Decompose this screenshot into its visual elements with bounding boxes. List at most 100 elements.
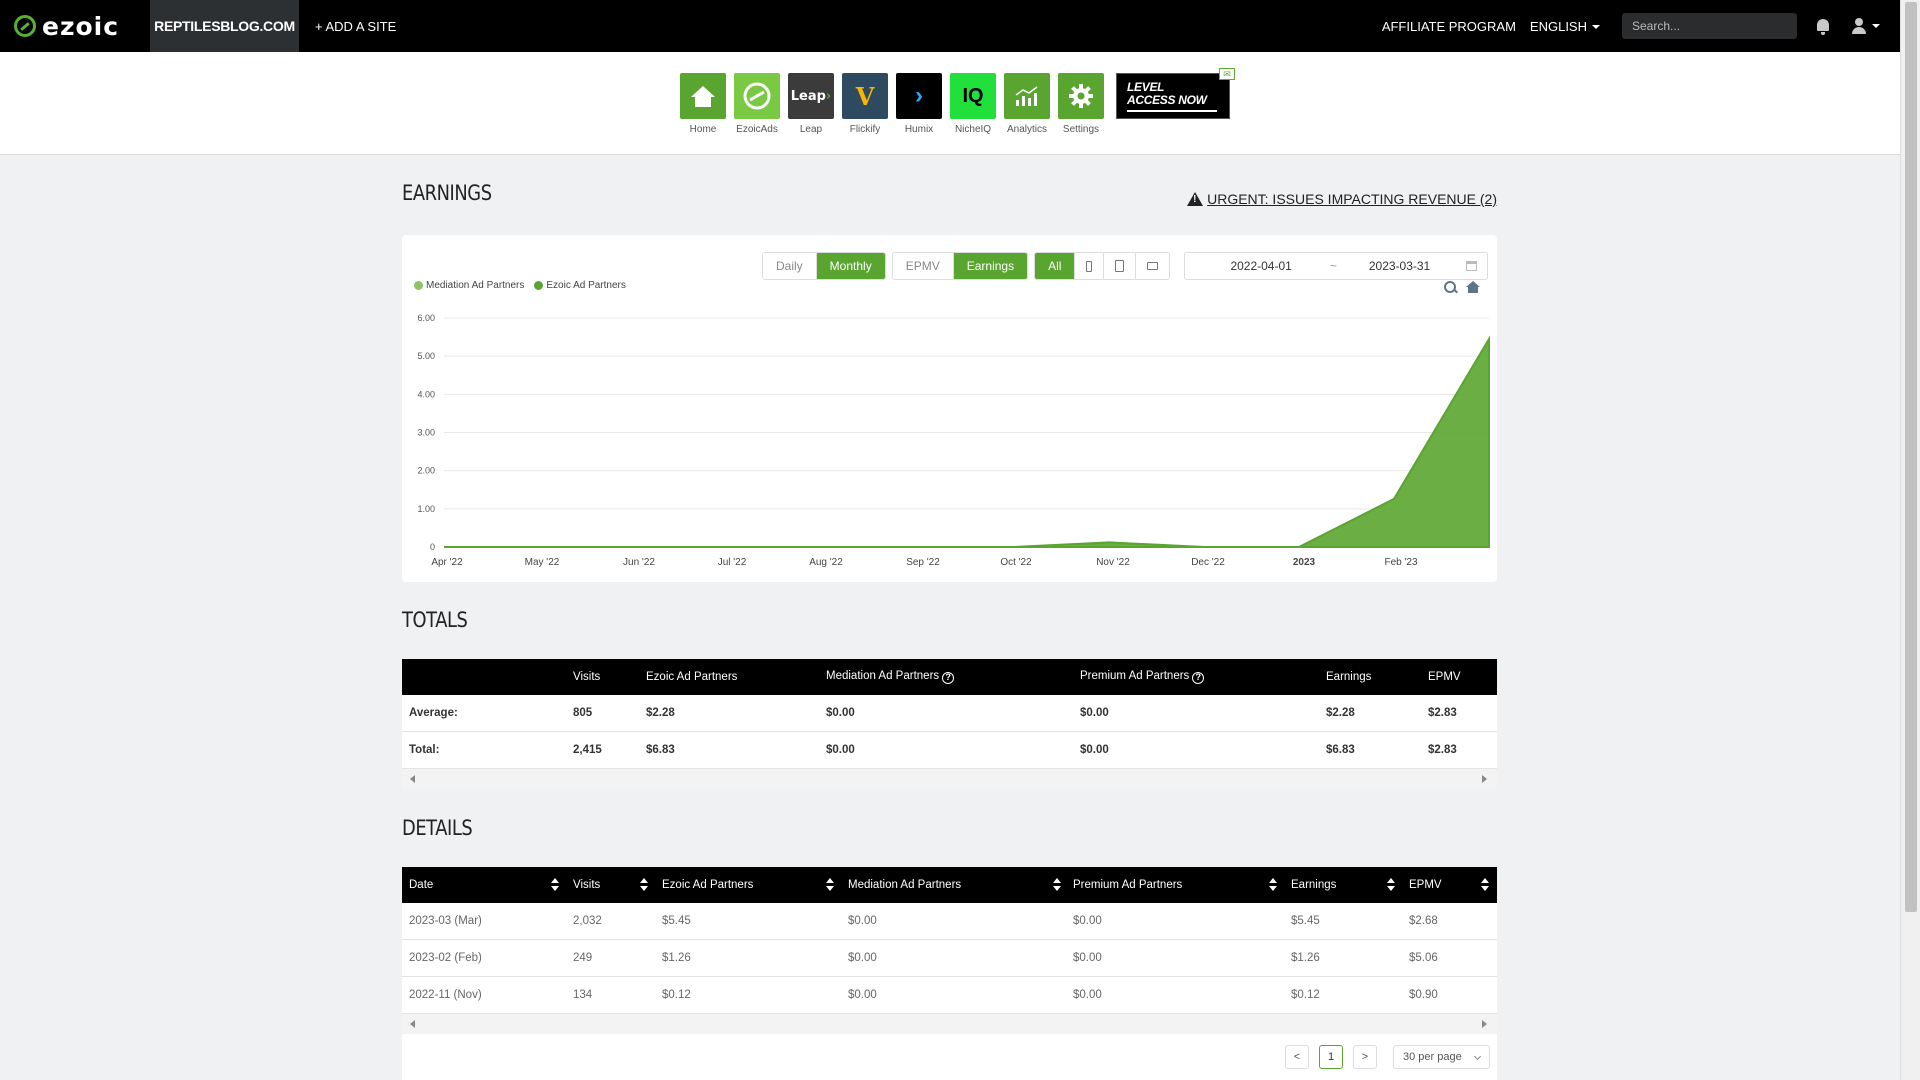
tablet-button[interactable] [1104,253,1137,279]
sort-icon[interactable] [551,877,559,893]
legend-label: Ezoic Ad Partners [546,280,626,291]
top-navbar: ezoic REPTILESBLOG.COM + ADD A SITE AFFI… [0,0,1900,52]
calendar-icon[interactable] [1466,261,1478,271]
urgent-issues-link[interactable]: URGENT: ISSUES IMPACTING REVENUE (2) [1187,191,1497,207]
column-header[interactable]: Visits [573,879,600,891]
ezoic-logo-icon [14,15,36,37]
details-table: Date Visits Ezoic Ad Partners Mediation Ad … [402,867,1497,1034]
table-row: 2023-02 (Feb) 249 $1.26 $0.00 $0.00 $1.26 $5.0… [402,940,1497,977]
column-header-label: Date [409,879,434,891]
column-header[interactable]: Date [409,879,433,891]
date-range-picker[interactable]: 2022-04-01 ~ 2023-03-31 [1184,252,1489,280]
gear-icon [1058,73,1104,119]
search-input[interactable] [1632,19,1787,33]
help-icon[interactable]: ? [942,672,955,684]
column-header-label: EPMV [1409,879,1442,891]
pagination-bar: < 1 > 30 per page [402,1034,1497,1080]
legend-item-ezoic[interactable]: Ezoic Ad Partners [534,280,626,291]
user-menu[interactable] [1851,17,1880,35]
earnings-title: EARNINGS [402,181,492,205]
sort-icon[interactable] [1269,877,1277,893]
app-tile-nicheiq[interactable]: IQ NicheIQ [946,73,1000,135]
totals-title: TOTALS [402,608,468,632]
y-tick-label: 6.00 [417,313,435,323]
mail-icon[interactable]: ✉ [1219,68,1235,80]
y-tick-label: 2.00 [417,466,435,476]
level-line2: ACCESS NOW [1127,93,1207,107]
per-page-label: 30 per page [1403,1051,1462,1063]
scroll-right-icon[interactable] [1482,775,1487,783]
zoom-icon[interactable] [1444,281,1456,293]
level-access-banner[interactable]: LEVEL ACCESS NOW ✉ [1116,68,1235,119]
column-header[interactable]: Earnings [1291,879,1336,891]
app-tile-leap[interactable]: Leap› Leap [784,73,838,135]
app-tile-label: EzoicAds [736,124,778,135]
sort-icon[interactable] [1387,877,1395,893]
earnings-button[interactable]: Earnings [953,253,1028,279]
legend-item-mediation[interactable]: Mediation Ad Partners [414,280,524,291]
sort-icon[interactable] [640,877,648,893]
table-cell: $0.00 [826,744,855,756]
app-tile-humix[interactable]: › Humix [892,73,946,135]
chart-tools [1444,281,1480,293]
sort-icon[interactable] [1053,877,1061,893]
epmv-button[interactable]: EPMV [892,253,954,279]
next-page-button[interactable]: > [1353,1045,1377,1069]
column-header[interactable]: Mediation Ad Partners [848,879,961,891]
scroll-right-icon[interactable] [1482,1020,1487,1028]
prev-page-button[interactable]: < [1285,1045,1309,1069]
column-header-label: Visits [573,879,601,891]
column-header[interactable]: EPMV [1409,879,1442,891]
app-tile-settings[interactable]: Settings [1054,73,1108,135]
monthly-button[interactable]: Monthly [816,253,885,279]
series-area-ezoic[interactable] [444,335,1490,548]
all-devices-button[interactable]: All [1035,253,1076,279]
column-header: Ezoic Ad Partners [646,671,737,683]
reset-zoom-home-icon[interactable] [1466,281,1480,293]
affiliate-program-link[interactable]: AFFILIATE PROGRAM [1381,18,1516,34]
site-selector[interactable]: REPTILESBLOG.COM [150,0,299,52]
add-site-link[interactable]: + ADD A SITE [315,18,397,34]
help-icon[interactable]: ? [1192,672,1205,684]
column-header: Earnings [1326,671,1371,683]
app-tile-home[interactable]: Home [676,73,730,135]
sort-icon[interactable] [1481,877,1489,893]
page-scrollbar[interactable] [1900,0,1920,1080]
app-tile-flickify[interactable]: V Flickify [838,73,892,135]
table-row: 2022-11 (Nov) 134 $0.12 $0.00 $0.00 $0.12 $0.9… [402,977,1497,1014]
y-tick-label: 4.00 [417,389,435,399]
level-bar [1127,110,1217,112]
page-1-button[interactable]: 1 [1319,1045,1343,1069]
app-launcher-bar: Home EzoicAds Leap› Leap V Flickify › Humix IQ Ni… [0,52,1900,155]
bell-icon[interactable] [1815,17,1831,35]
table-cell: 134 [573,989,593,1001]
date-to: 2023-03-31 [1368,259,1431,273]
column-header: Visits [573,671,600,683]
details-horizontal-scrollbar[interactable] [402,1014,1497,1034]
scrollbar-thumb[interactable] [1905,2,1917,912]
ezoic-logo[interactable]: ezoic [14,0,150,52]
language-dropdown[interactable]: ENGLISH [1530,19,1600,34]
app-tile-analytics[interactable]: Analytics [1000,73,1054,135]
column-header[interactable]: Premium Ad Partners [1073,879,1182,891]
app-tile-label: Settings [1062,124,1100,135]
table-cell: $2.28 [646,707,675,719]
per-page-select[interactable]: 30 per page [1393,1045,1490,1069]
scroll-left-icon[interactable] [410,775,415,783]
scroll-left-icon[interactable] [410,1020,415,1028]
app-tile-label: Analytics [1006,124,1047,135]
table-cell: 2023-02 (Feb) [409,952,482,964]
table-cell: $5.45 [662,915,691,927]
x-tick-label: 2023 [1293,557,1316,568]
daily-button[interactable]: Daily [763,253,817,279]
column-header[interactable]: Ezoic Ad Partners [662,879,753,891]
sort-icon[interactable] [826,877,834,893]
table-cell: Total: [409,744,440,756]
desktop-button[interactable] [1136,253,1170,279]
table-cell: 249 [573,952,593,964]
app-tile-ezoicads[interactable]: EzoicAds [730,73,784,135]
totals-horizontal-scrollbar[interactable] [402,769,1497,789]
table-cell: $1.26 [1291,952,1320,964]
mobile-button[interactable] [1075,253,1105,279]
column-header-label: EPMV [1428,671,1461,683]
